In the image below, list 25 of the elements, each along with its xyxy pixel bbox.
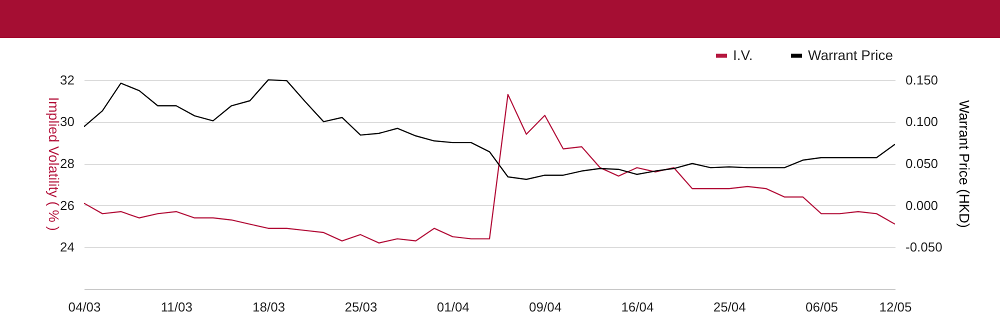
x-tick-label: 04/03 [68,300,101,314]
x-tick-label: 09/04 [529,300,562,314]
y-tick-label: 32 [60,72,74,88]
x-tick-label: 12/05 [879,300,912,314]
x-tick-label: 25/04 [713,300,746,314]
y2-axis-title: Warrant Price (HKD) [956,100,972,228]
x-tick-label: 11/03 [160,300,192,314]
line-series [84,94,895,244]
y-tick-label: 30 [60,114,74,130]
x-tick-label: 18/03 [252,300,286,314]
x-tick-label: 25/03 [344,300,378,314]
y2-tick-label: 0.100 [906,114,938,130]
y-tick-label: 28 [60,156,74,171]
x-tick-label: 16/04 [621,300,654,314]
y2-tick-label: 0.150 [906,72,938,88]
y2-tick-label: 0.000 [906,198,938,213]
y2-tick-label: 0.050 [906,156,938,171]
y-tick-label: 26 [60,198,74,213]
y2-tick-label: -0.050 [906,240,942,255]
legend-label: Warrant Price [808,46,894,63]
y-tick-label: 24 [60,240,74,255]
x-tick-label: 01/04 [436,300,470,314]
line-series [84,79,895,180]
legend-label: I.V. [733,46,753,63]
x-tick-label: 06/05 [806,300,838,314]
